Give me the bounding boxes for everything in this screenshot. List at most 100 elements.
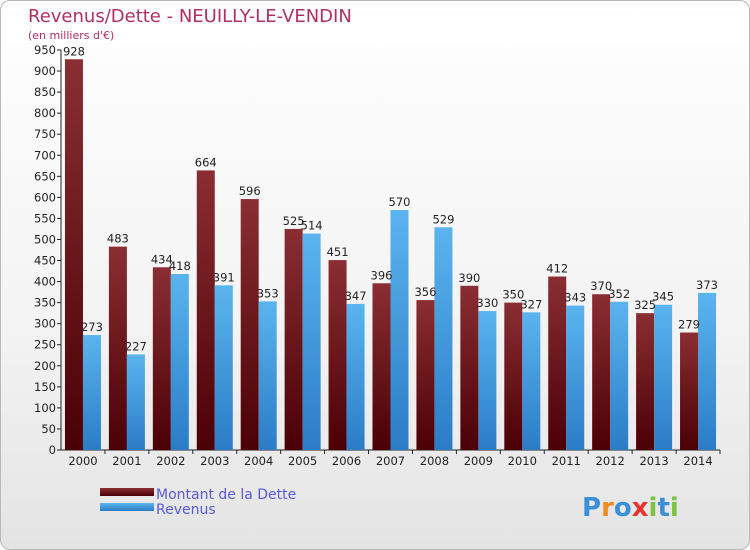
y-tick-label: 100 xyxy=(34,401,56,415)
x-tick-label: 2004 xyxy=(244,454,273,468)
bar-dette xyxy=(108,246,127,450)
x-tick-label: 2002 xyxy=(156,454,185,468)
bar-dette xyxy=(64,59,83,451)
bar-revenus xyxy=(390,210,409,450)
bar-revenus xyxy=(434,227,453,450)
value-label-revenus: 391 xyxy=(213,270,235,284)
bar-revenus xyxy=(346,303,365,450)
value-label-revenus: 373 xyxy=(696,278,718,292)
legend: Montant de la Dette Revenus xyxy=(100,487,296,518)
y-tick-label: 150 xyxy=(34,380,56,394)
value-label-revenus: 345 xyxy=(652,290,674,304)
bar-revenus xyxy=(610,301,629,450)
bar-revenus xyxy=(214,285,233,450)
x-tick-label: 2000 xyxy=(68,454,97,468)
bar-dette xyxy=(592,294,611,450)
value-label-dette: 434 xyxy=(151,252,173,266)
axes: 0 50 100 150 200 250 300 350 400 450 500 550 600 650 7… xyxy=(34,43,721,468)
value-label-revenus: 514 xyxy=(301,219,323,233)
value-label-revenus: 353 xyxy=(257,286,279,300)
bar-revenus xyxy=(82,335,101,450)
bar-dette xyxy=(152,267,171,450)
bar-revenus xyxy=(170,274,189,450)
value-label-dette: 325 xyxy=(634,298,656,312)
legend-swatch-revenus xyxy=(100,503,154,511)
x-tick-label: 2014 xyxy=(683,454,712,468)
logo-letter: r xyxy=(601,493,614,523)
x-tick-label: 2003 xyxy=(200,454,229,468)
logo-letter: i xyxy=(670,493,679,523)
y-tick-label: 750 xyxy=(34,127,56,141)
value-label-revenus: 273 xyxy=(81,320,103,334)
bar-dette xyxy=(240,199,259,450)
y-tick-label: 650 xyxy=(34,169,56,183)
value-label-dette: 350 xyxy=(502,288,524,302)
x-tick-label: 2009 xyxy=(464,454,493,468)
y-tick-label: 500 xyxy=(34,232,56,246)
y-tick-label: 600 xyxy=(34,190,56,204)
x-tick-label: 2007 xyxy=(376,454,405,468)
x-tick-label: 2006 xyxy=(332,454,361,468)
value-label-dette: 390 xyxy=(458,271,480,285)
logo-letter: i xyxy=(649,493,658,523)
y-tick-label: 900 xyxy=(34,64,56,78)
y-tick-label: 0 xyxy=(49,443,56,457)
bar-dette xyxy=(548,276,567,450)
y-tick-label: 850 xyxy=(34,85,56,99)
bar-dette xyxy=(460,285,479,450)
chart-title: Revenus/Dette - NEUILLY-LE-VENDIN xyxy=(28,6,352,27)
bar-dette xyxy=(284,228,303,450)
value-label-dette: 525 xyxy=(283,214,305,228)
logo-text: Proxiti xyxy=(582,493,679,523)
value-label-dette: 596 xyxy=(239,184,261,198)
y-tick-label: 700 xyxy=(34,148,56,162)
y-tick-label: 450 xyxy=(34,254,56,268)
bar-dette xyxy=(416,300,435,450)
value-label-revenus: 570 xyxy=(389,195,411,209)
legend-label-revenus: Revenus xyxy=(156,502,216,518)
value-label-dette: 356 xyxy=(414,285,436,299)
bar-revenus xyxy=(698,292,717,450)
logo-letter: o xyxy=(614,493,632,523)
x-tick-label: 2011 xyxy=(552,454,581,468)
bar-dette xyxy=(328,260,347,450)
x-tick-label: 2008 xyxy=(420,454,449,468)
x-tick-label: 2013 xyxy=(639,454,668,468)
logo-letter: x xyxy=(632,493,649,523)
bar-dette xyxy=(636,313,655,450)
value-label-dette: 396 xyxy=(371,268,393,282)
chart-subtitle: (en milliers d'€) xyxy=(28,29,115,42)
value-label-revenus: 330 xyxy=(476,296,498,310)
value-label-revenus: 352 xyxy=(608,287,630,301)
y-tick-label: 550 xyxy=(34,211,56,225)
x-tick-label: 2001 xyxy=(112,454,141,468)
value-label-dette: 412 xyxy=(546,262,568,276)
x-tick-label: 2012 xyxy=(596,454,625,468)
value-label-revenus: 327 xyxy=(520,297,542,311)
bar-dette xyxy=(680,332,699,450)
y-tick-label: 950 xyxy=(34,43,56,57)
bar-revenus xyxy=(478,311,497,450)
value-label-dette: 279 xyxy=(678,318,700,332)
value-label-dette: 928 xyxy=(63,44,85,58)
value-label-dette: 451 xyxy=(327,245,349,259)
legend-label-dette: Montant de la Dette xyxy=(156,487,296,503)
bar-dette xyxy=(372,283,391,450)
y-tick-label: 350 xyxy=(34,296,56,310)
bar-revenus xyxy=(302,233,321,450)
bar-dette xyxy=(504,302,523,450)
value-label-revenus: 418 xyxy=(169,259,191,273)
value-label-revenus: 343 xyxy=(564,291,586,305)
y-tick-label: 250 xyxy=(34,338,56,352)
bar-revenus xyxy=(522,312,541,450)
logo-letter: P xyxy=(582,493,601,523)
y-tick-label: 200 xyxy=(34,359,56,373)
proxiti-logo: Proxiti xyxy=(582,493,679,523)
bars xyxy=(64,59,717,451)
value-label-dette: 370 xyxy=(590,279,612,293)
legend-swatch-dette xyxy=(100,488,154,496)
bar-revenus xyxy=(654,304,673,450)
bar-revenus xyxy=(258,301,277,450)
